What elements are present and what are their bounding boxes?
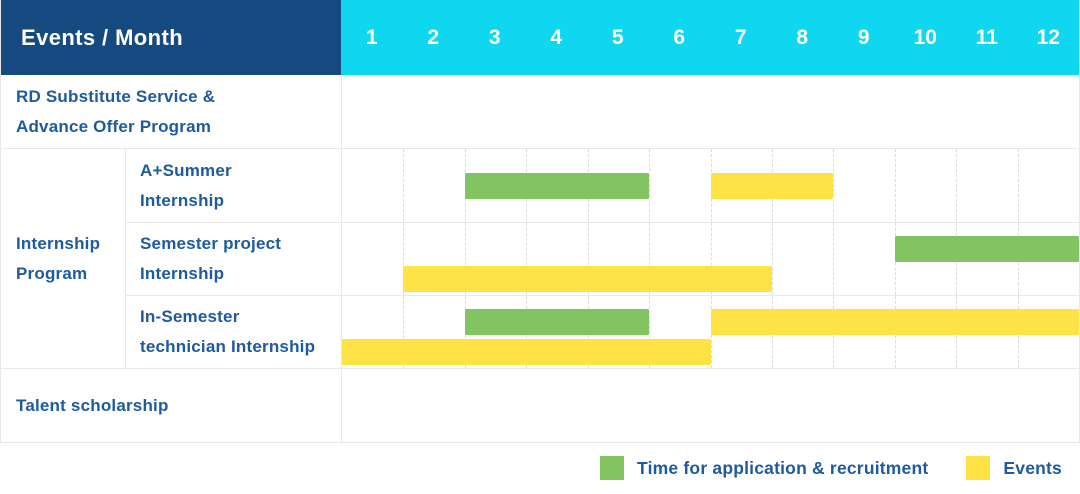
row-label: A+Summer Internship	[140, 160, 232, 210]
month-grid-line	[649, 296, 651, 368]
row-label: In-Semester technician Internship	[140, 307, 316, 356]
month-header-11: 11	[975, 25, 998, 49]
table-title: Events / Month	[1, 0, 341, 75]
gantt-bar-events	[710, 309, 1079, 335]
month-header-5: 5	[611, 25, 624, 49]
row-chart-area	[341, 369, 342, 442]
month-header-12: 12	[1036, 25, 1060, 49]
month-header-1: 1	[365, 25, 378, 49]
month-grid-line	[403, 149, 405, 222]
month-grid-line	[1017, 149, 1019, 222]
section-rows: A+Summer Internship Semester project Intern…	[125, 149, 1079, 368]
legend-item-application: Time for application & recruitment	[600, 456, 928, 480]
group-label-cell: Internship Program	[1, 149, 125, 368]
row-label-cell: Talent scholarship	[1, 369, 341, 442]
month-header-3: 3	[488, 25, 501, 49]
table-section: Internship Program A+Summer Internship Semes…	[1, 148, 1079, 368]
row-label: Semester project Internship	[140, 234, 282, 283]
month-grid-line	[464, 223, 466, 295]
group-label: Internship Program	[16, 233, 101, 283]
month-header-4: 4	[550, 25, 563, 49]
gantt-row: Talent scholarship	[1, 369, 342, 442]
gantt-bar-events	[403, 266, 772, 292]
month-grid-line	[526, 223, 528, 295]
month-grid-line	[587, 223, 589, 295]
month-header-row: 1 2 3 4 5 6 7 8 9 10 11 12	[341, 0, 1079, 75]
month-header-9: 9	[857, 25, 870, 49]
row-label-cell: In-Semester technician Internship	[125, 296, 341, 368]
row-label-cell: A+Summer Internship	[125, 149, 341, 222]
row-label-cell: Semester project Internship	[125, 223, 341, 295]
month-header-2: 2	[427, 25, 440, 49]
table-section: RD Substitute Service & Advance Offer Pro…	[1, 75, 1079, 148]
legend-swatch-application	[600, 456, 625, 480]
month-header-7: 7	[734, 25, 747, 49]
row-chart-area	[341, 75, 342, 148]
row-chart-area	[341, 149, 1079, 222]
month-grid-line	[649, 149, 651, 222]
month-grid-line	[403, 223, 405, 295]
month-grid-line	[771, 223, 773, 295]
legend-swatch-events	[966, 456, 991, 480]
gantt-bar-application	[894, 236, 1079, 262]
row-label: RD Substitute Service & Advance Offer Pro…	[16, 86, 216, 136]
month-grid-line	[403, 296, 405, 368]
month-grid-line	[956, 149, 958, 222]
month-header-10: 10	[913, 25, 937, 49]
legend-item-events: Events	[966, 456, 1062, 480]
table-header-row: Events / Month 1 2 3 4 5 6 7 8 9 10 11 12	[1, 0, 1079, 75]
month-grid-line	[710, 223, 712, 295]
gantt-bar-application	[464, 309, 650, 335]
row-chart-area	[341, 296, 1079, 368]
month-header-8: 8	[796, 25, 809, 49]
month-header-6: 6	[673, 25, 686, 49]
row-label-cell: RD Substitute Service & Advance Offer Pro…	[1, 75, 341, 148]
row-label: Talent scholarship	[16, 395, 169, 415]
month-grid-line	[649, 223, 651, 295]
events-month-table: Events / Month 1 2 3 4 5 6 7 8 9 10 11 12 RD Substi…	[0, 0, 1080, 443]
gantt-row: A+Summer Internship	[125, 149, 1079, 222]
gantt-bar-application	[464, 172, 650, 199]
legend: Time for application & recruitment Events	[0, 443, 1080, 493]
row-chart-area	[341, 223, 1079, 295]
gantt-row: In-Semester technician Internship	[125, 295, 1079, 368]
month-grid-line	[894, 149, 896, 222]
gantt-body: RD Substitute Service & Advance Offer Pro…	[1, 75, 1079, 442]
month-grid-line	[833, 149, 835, 222]
gantt-row: RD Substitute Service & Advance Offer Pro…	[1, 75, 342, 148]
legend-label-events: Events	[1003, 457, 1062, 478]
month-grid-line	[833, 223, 835, 295]
gantt-row: Semester project Internship	[125, 222, 1079, 295]
table-section: Talent scholarship	[1, 368, 1079, 442]
legend-label-application: Time for application & recruitment	[637, 457, 929, 478]
gantt-bar-events	[342, 339, 711, 365]
gantt-bar-events	[710, 172, 834, 199]
